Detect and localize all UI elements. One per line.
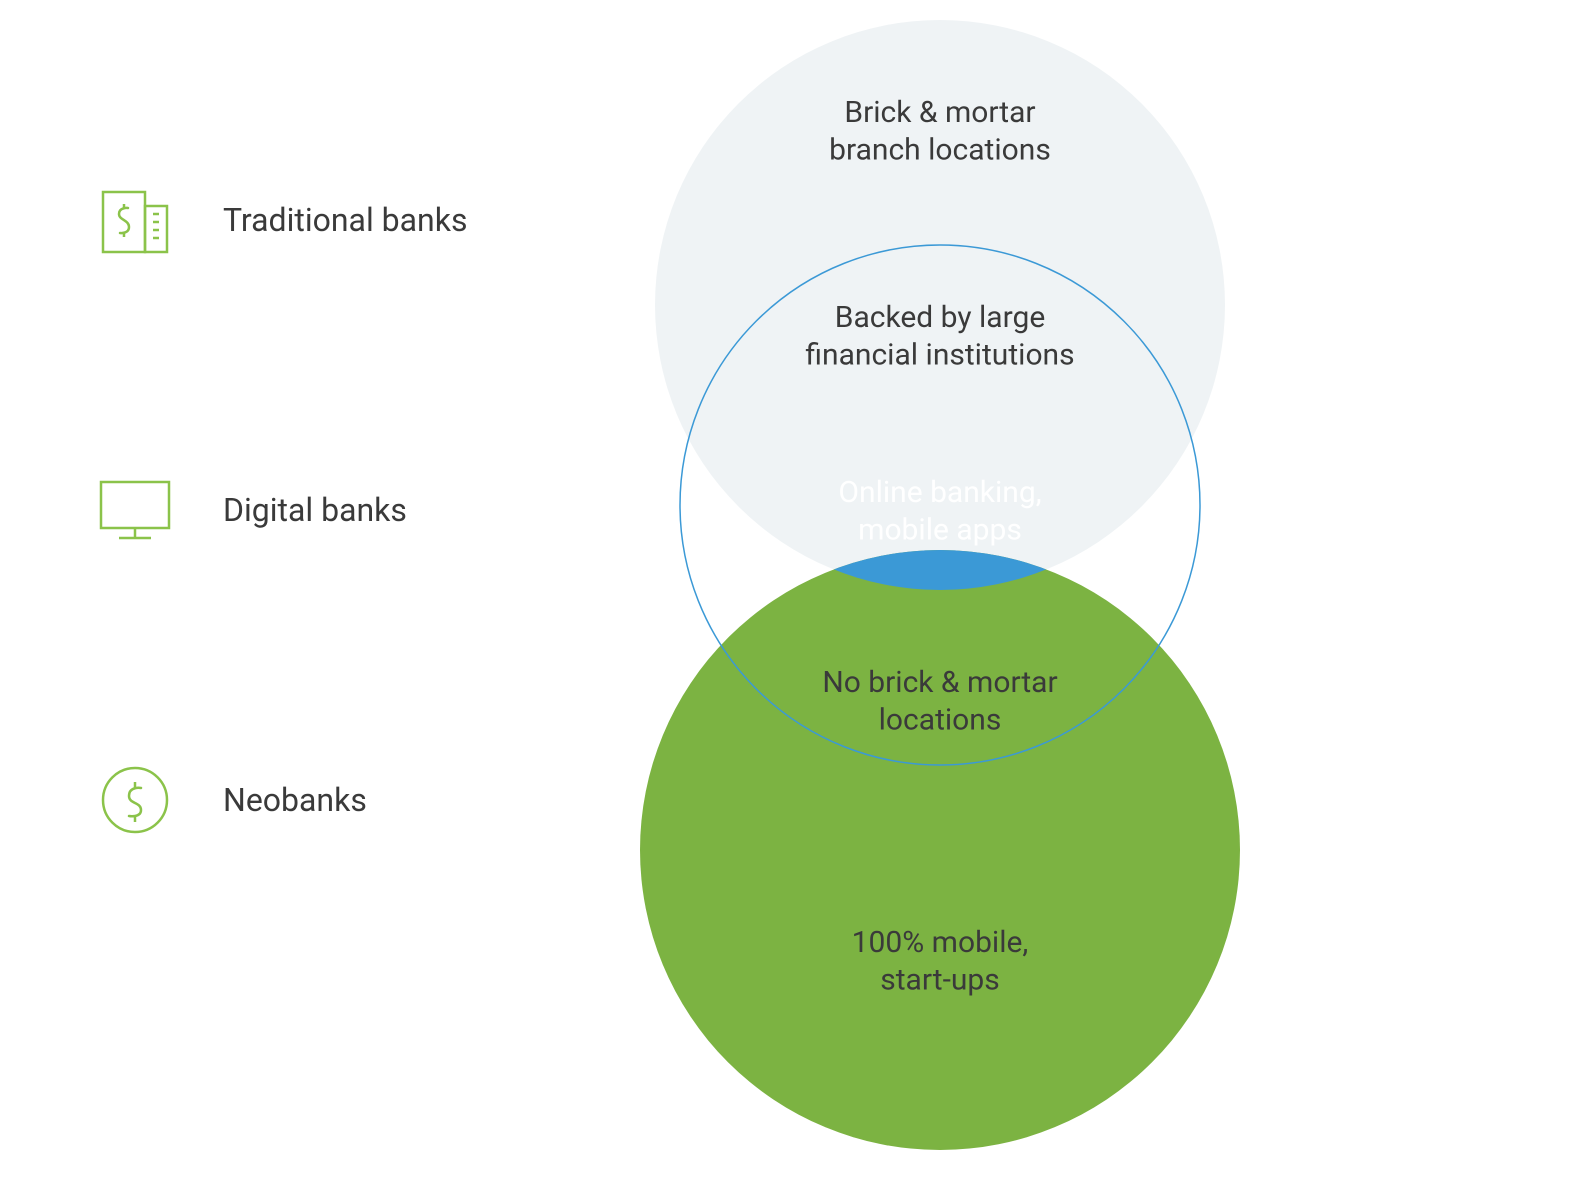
legend-label-neobanks: Neobanks (223, 781, 367, 819)
legend-label-traditional: Traditional banks (223, 201, 467, 239)
dollar-circle-icon (95, 760, 175, 840)
venn-circle-neobanks (640, 550, 1240, 1150)
legend-item-digital: Digital banks (95, 470, 467, 550)
legend-label-digital: Digital banks (223, 491, 407, 529)
building-dollar-icon (95, 180, 175, 260)
venn-svg: Brick & mortarbranch locationsBacked by … (560, 10, 1320, 1170)
monitor-icon (95, 470, 175, 550)
legend-item-traditional: Traditional banks (95, 180, 467, 260)
legend-item-neobanks: Neobanks (95, 760, 467, 840)
legend-panel: Traditional banks Digital banks Neobanks (95, 180, 467, 840)
venn-diagram: Brick & mortarbranch locationsBacked by … (560, 10, 1320, 1170)
